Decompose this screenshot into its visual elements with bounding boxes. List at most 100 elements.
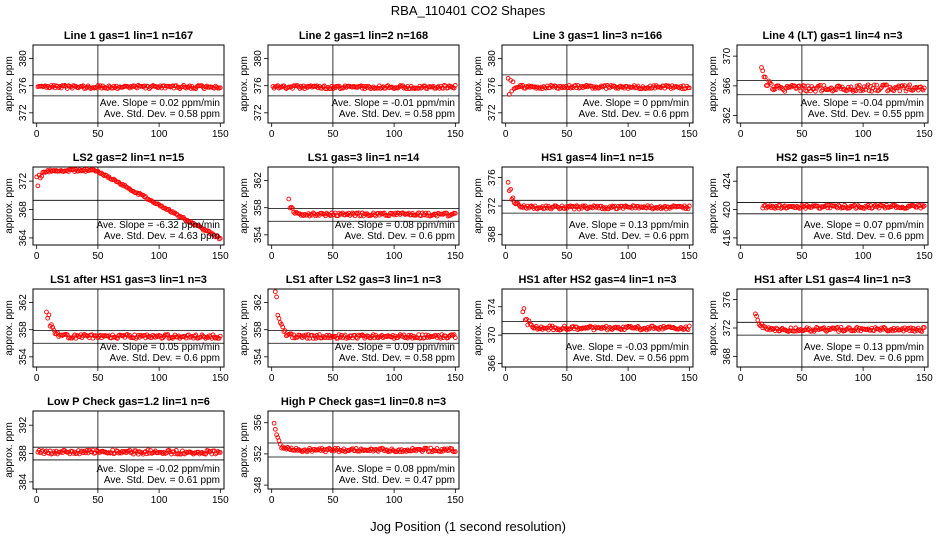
- data-point: [217, 333, 223, 339]
- chart-panel-5: LS2 gas=2 lin=1 n=15 0 50 100 150 364 368 372ap…: [4, 152, 229, 262]
- y-axis-label: approx. ppm: [239, 178, 250, 234]
- x-tick-label: 150: [447, 373, 464, 384]
- panel-title: Line 4 (LT) gas=1 lin=4 n=3: [762, 30, 902, 42]
- y-tick-label: 358: [253, 321, 264, 338]
- data-point: [755, 317, 761, 323]
- data-point: [821, 325, 827, 331]
- data-point: [836, 202, 841, 208]
- panel-title: Line 3 gas=1 lin=3 n=166: [533, 30, 662, 42]
- y-tick-label: 366: [487, 355, 498, 372]
- x-tick-label: 100: [386, 495, 403, 506]
- y-axis-label: approx. ppm: [4, 300, 15, 356]
- data-point: [362, 335, 368, 341]
- data-point: [921, 203, 927, 209]
- y-tick-label: 380: [487, 50, 498, 67]
- x-tick-label: 50: [327, 129, 339, 140]
- y-tick-label: 354: [253, 348, 264, 365]
- data-point: [686, 323, 692, 329]
- y-tick-label: 376: [253, 77, 264, 94]
- y-axis-label: approx. ppm: [239, 300, 250, 356]
- y-axis-label: approx. ppm: [4, 56, 15, 112]
- data-point: [510, 195, 516, 201]
- data-point: [635, 324, 641, 329]
- y-tick-label: 362: [722, 107, 733, 124]
- panel-title: LS2 gas=2 lin=1 n=15: [73, 152, 185, 164]
- data-point: [764, 205, 769, 211]
- y-tick-label: 366: [722, 77, 733, 94]
- data-point: [187, 83, 193, 89]
- data-point: [825, 205, 830, 211]
- data-point: [576, 206, 582, 212]
- x-tick-label: 50: [561, 129, 573, 140]
- y-tick-label: 354: [253, 226, 264, 243]
- y-axis-label: approx. ppm: [239, 56, 250, 112]
- x-tick-label: 150: [447, 129, 464, 140]
- point-series: [44, 309, 223, 341]
- chart-panel-7: HS1 gas=4 lin=1 n=15 0 50 100 150 368 372 376ap…: [473, 152, 698, 262]
- data-point: [906, 325, 911, 331]
- data-point: [847, 325, 852, 331]
- chart-panel-4: Line 4 (LT) gas=1 lin=4 n=3 0 50 100 150 362 3…: [708, 30, 933, 140]
- y-tick-label: 380: [18, 50, 29, 67]
- x-tick-label: 0: [269, 495, 275, 506]
- data-point: [568, 85, 573, 91]
- data-point: [324, 332, 330, 338]
- data-point: [90, 335, 96, 341]
- data-point: [506, 92, 512, 97]
- data-point: [907, 82, 912, 88]
- data-point: [871, 82, 877, 88]
- x-tick-label: 50: [92, 495, 104, 506]
- data-point: [618, 83, 624, 89]
- x-tick-label: 50: [92, 251, 104, 262]
- data-point: [213, 234, 218, 240]
- y-axis-label: approx. ppm: [708, 300, 719, 356]
- chart-panel-6: LS1 gas=3 lin=1 n=14 0 50 100 150 354 358 362ap…: [239, 152, 464, 262]
- x-tick-label: 0: [503, 373, 509, 384]
- data-point: [921, 325, 927, 330]
- panel-annotation: Ave. Slope = -0.02 ppm/min: [97, 464, 221, 475]
- y-tick-label: 384: [18, 473, 29, 490]
- x-tick-label: 100: [151, 251, 168, 262]
- data-point: [39, 173, 44, 179]
- data-point: [335, 213, 341, 219]
- point-series: [753, 311, 927, 334]
- data-point: [879, 85, 884, 90]
- x-tick-label: 0: [269, 251, 275, 262]
- data-point: [271, 420, 277, 426]
- data-point: [877, 328, 883, 333]
- data-point: [217, 85, 223, 91]
- data-point: [908, 325, 914, 331]
- x-tick-label: 0: [738, 129, 744, 140]
- chart-panel-10: LS1 after LS2 gas=3 lin=1 n=3 0 50 100 150 35…: [239, 274, 464, 384]
- panel-annotation: Ave. Std. Dev. = 0.55 ppm: [808, 109, 924, 120]
- x-tick-label: 100: [151, 129, 168, 140]
- panel-annotation: Ave. Slope = -0.04 ppm/min: [801, 98, 925, 109]
- data-point: [329, 448, 335, 454]
- x-tick-label: 0: [34, 495, 40, 506]
- data-point: [919, 329, 925, 334]
- x-tick-label: 100: [855, 129, 872, 140]
- data-point: [686, 85, 692, 91]
- data-point: [857, 82, 862, 88]
- y-axis-label: approx. ppm: [4, 178, 15, 234]
- data-point: [573, 83, 578, 88]
- plot-frame: [267, 288, 460, 368]
- x-tick-label: 150: [681, 373, 698, 384]
- x-tick-label: 50: [796, 129, 808, 140]
- data-point: [111, 176, 117, 182]
- panel-annotation: Ave. Std. Dev. = 0.6 ppm: [344, 231, 455, 242]
- plot-frame: [32, 288, 225, 368]
- panel-annotation: Ave. Slope = 0.08 ppm/min: [335, 464, 455, 475]
- data-point: [274, 432, 279, 438]
- y-tick-label: 368: [722, 348, 733, 365]
- x-tick-label: 50: [327, 495, 339, 506]
- data-point: [853, 88, 859, 94]
- data-point: [509, 88, 515, 94]
- x-tick-label: 50: [796, 251, 808, 262]
- panel-annotation: Ave. Std. Dev. = 0.6 ppm: [813, 353, 924, 364]
- data-point: [753, 311, 758, 317]
- data-point: [452, 210, 458, 216]
- y-tick-label: 368: [487, 226, 498, 243]
- data-point: [885, 88, 890, 94]
